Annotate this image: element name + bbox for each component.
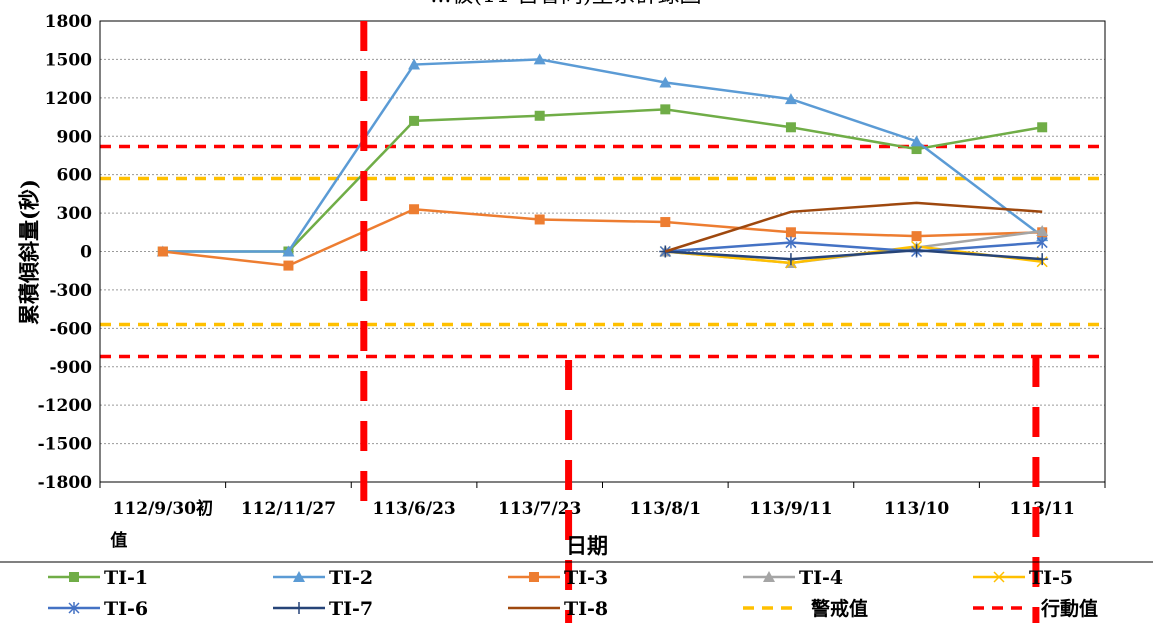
x-tick-label: 113/10 — [884, 499, 950, 519]
y-tick-label: -600 — [49, 319, 92, 339]
data-point — [660, 217, 671, 228]
legend: TI-1 TI-2 TI-3 TI-4 TI-5 TI-6 TI-7 TI-8 警戒值 行動值 — [48, 567, 1098, 620]
data-point — [409, 204, 420, 215]
series-line — [665, 248, 1043, 261]
x-tick-label: 112/11/27 — [241, 499, 336, 519]
y-tick-label: 300 — [57, 204, 93, 224]
data-point — [911, 144, 922, 155]
data-point — [529, 572, 539, 582]
y-axis-title: 累積傾斜量(秒) — [17, 179, 42, 325]
y-tick-label: 1200 — [45, 89, 92, 109]
legend-label: TI-7 — [329, 598, 373, 620]
data-point — [910, 135, 923, 147]
series-line — [665, 241, 1043, 253]
data-point — [1036, 253, 1049, 266]
y-tick-label: 1500 — [45, 50, 92, 70]
series-line — [162, 108, 1043, 253]
data-point — [534, 214, 545, 225]
legend-label: 行動值 — [1040, 597, 1098, 620]
legend-label: TI-1 — [104, 567, 148, 589]
x-tick-label: 113/9/11 — [749, 499, 832, 519]
legend-label: TI-2 — [329, 567, 373, 589]
legend-label: TI-3 — [564, 567, 608, 589]
x-tick-label: 113/6/23 — [372, 499, 455, 519]
x-tick-label: 113/7/23 — [498, 499, 581, 519]
data-point — [68, 602, 80, 614]
data-point — [293, 602, 305, 614]
data-point — [659, 76, 672, 88]
y-tick-label: -1200 — [38, 396, 93, 416]
data-point — [533, 53, 546, 65]
series-lines — [156, 53, 1049, 271]
y-tick-label: -900 — [49, 358, 92, 378]
x-axis-title: 日期 — [566, 533, 608, 558]
data-point — [784, 93, 797, 105]
legend-label: TI-4 — [799, 567, 843, 589]
y-tick-label: -1500 — [38, 435, 93, 455]
y-tick-label: 600 — [57, 166, 93, 186]
x-tick-label: 113/8/1 — [630, 499, 702, 519]
data-point — [785, 122, 796, 133]
data-point — [785, 227, 796, 238]
y-tick-label: 0 — [80, 243, 92, 263]
series-line — [664, 201, 1043, 253]
data-point — [157, 246, 168, 257]
y-tick-label: 1800 — [45, 12, 92, 32]
x-tick-label: 112/9/30初值 — [110, 498, 213, 551]
x-tick-label: 113/11 — [1010, 499, 1075, 519]
legend-label: TI-8 — [564, 598, 608, 620]
data-point — [784, 253, 797, 266]
series-line — [162, 58, 1043, 253]
axes: 1800 1500 1200 900 600 300 0 -300 -600 -900 -1200 -… — [38, 12, 1106, 551]
data-point — [993, 571, 1005, 583]
legend-label: 警戒值 — [811, 597, 868, 620]
vertical-markers — [360, 21, 1040, 623]
data-point — [534, 110, 545, 121]
y-tick-label: -1800 — [38, 473, 93, 493]
data-point — [408, 58, 421, 70]
data-point — [911, 231, 922, 242]
legend-label: TI-6 — [104, 598, 148, 620]
data-point — [660, 104, 671, 115]
data-point — [910, 244, 923, 257]
data-point — [293, 571, 305, 582]
data-point — [69, 572, 79, 582]
data-point — [282, 245, 295, 257]
data-point — [1037, 122, 1048, 133]
data-point — [785, 236, 797, 249]
chart-title: ...板(11 宮會同)星系計錄圖 — [430, 0, 701, 8]
data-point — [1036, 225, 1049, 237]
data-point — [409, 115, 420, 126]
data-point — [763, 571, 775, 582]
data-point — [1036, 236, 1048, 249]
series-line — [162, 207, 1043, 267]
y-tick-label: 900 — [57, 127, 93, 147]
legend-label: TI-5 — [1029, 567, 1073, 589]
y-tick-label: -300 — [49, 281, 92, 301]
data-point — [283, 260, 294, 271]
